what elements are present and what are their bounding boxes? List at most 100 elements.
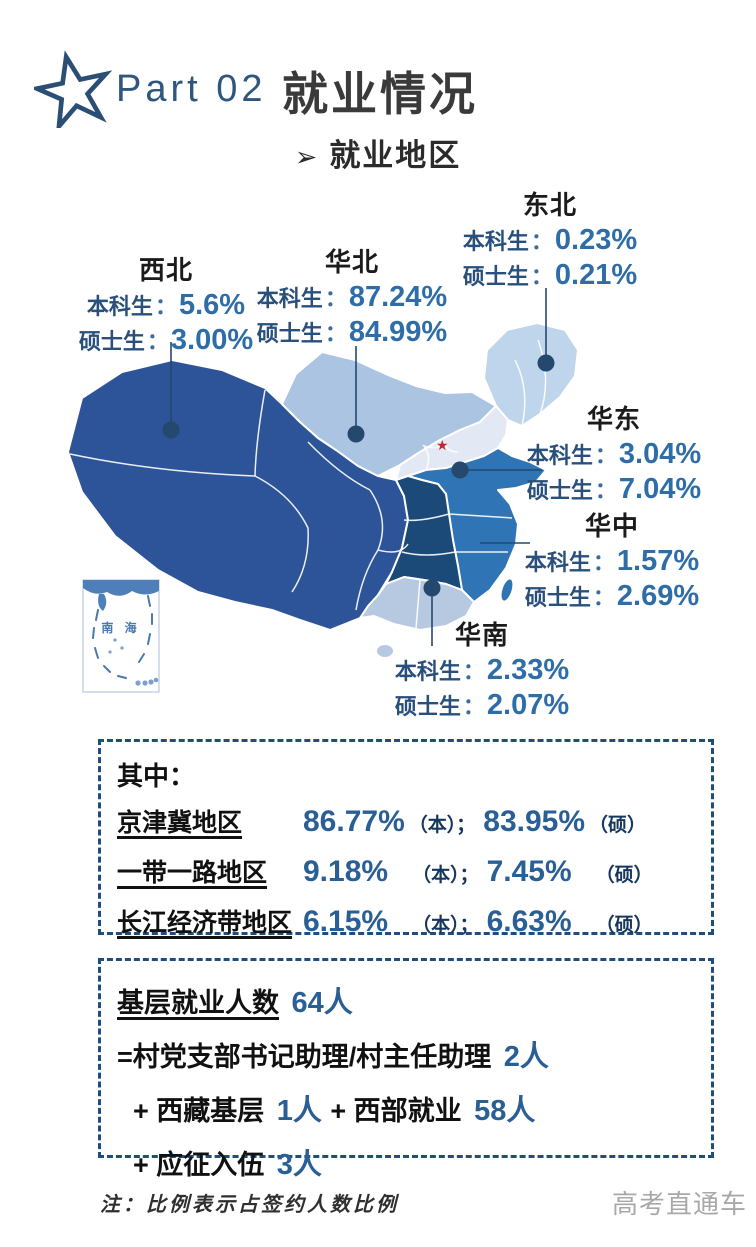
ben-percent: 9.18% xyxy=(303,855,389,888)
ben-value: 5.6% xyxy=(178,289,246,321)
colon: ： xyxy=(324,321,347,346)
summary-box: 其中： 京津冀地区 86.77% （本）； 83.95% （硕） 一带一路地区 … xyxy=(98,739,714,938)
region-label-huadong: 华东 本科生：3.04% 硕士生：7.04% xyxy=(509,404,719,509)
inset-islands xyxy=(108,638,159,686)
ben-value: 87.24% xyxy=(348,281,448,313)
nine-dash-line xyxy=(92,595,153,679)
south-china-sea-inset: 南 海 xyxy=(82,579,160,693)
ben-label: 本科生 xyxy=(394,659,461,684)
grassroots-box: 基层就业人数 64人 =村党支部书记助理/村主任助理 2人 + 西藏基层 1人 … xyxy=(98,958,714,1181)
ben-suffix: （本）； xyxy=(412,865,479,886)
colon: ： xyxy=(530,264,553,289)
shuo-label: 硕士生 xyxy=(524,585,591,610)
colon: ： xyxy=(462,659,485,684)
shuo-value: 3.00% xyxy=(170,324,254,356)
grassroots-line-3: + 西藏基层 1人 + 西部就业 58人 xyxy=(117,1087,695,1129)
ben-percent: 86.77% xyxy=(303,805,405,838)
colon: ： xyxy=(592,585,615,610)
colon: ： xyxy=(592,550,615,575)
summary-row-jingjinji: 京津冀地区 86.77% （本）； 83.95% （硕） xyxy=(117,803,695,839)
colon: ： xyxy=(146,329,169,354)
colon: ： xyxy=(154,294,177,319)
shuo-percent: 83.95% xyxy=(483,805,586,838)
beijing-star-icon: ★ xyxy=(436,437,449,453)
callout-dots xyxy=(162,354,555,597)
grassroots-line-2: =村党支部书记助理/村主任助理 2人 xyxy=(117,1033,695,1075)
part-label: Part 02 xyxy=(116,68,267,110)
map-island-taiwan xyxy=(499,577,515,603)
summary-row-label: 一带一路地区 xyxy=(117,859,268,887)
shuo-suffix: （硕） xyxy=(595,915,653,936)
shuo-percent: 6.63% xyxy=(486,905,572,938)
footnote: 注：比例表示占签约人数比例 xyxy=(100,1194,399,1216)
line3b-label: + 西部就业 xyxy=(330,1096,462,1126)
region-name: 华南 xyxy=(454,620,509,650)
callout-lines xyxy=(170,288,547,646)
map-region-south xyxy=(359,576,475,631)
region-label-xibei: 西北 本科生：5.6% 硕士生：3.00% xyxy=(61,255,271,360)
shuo-label: 硕士生 xyxy=(462,264,529,289)
summary-heading: 其中： xyxy=(117,761,196,791)
ben-label: 本科生 xyxy=(462,229,529,254)
china-map-svg: ★ xyxy=(67,288,579,693)
region-label-huabei: 华北 本科生：87.24% 硕士生：84.99% xyxy=(242,247,462,352)
grassroots-title-line: 基层就业人数 64人 xyxy=(117,979,695,1021)
shuo-label: 硕士生 xyxy=(526,478,593,503)
grassroots-title: 基层就业人数 xyxy=(117,988,279,1018)
region-name: 西北 xyxy=(138,255,193,285)
colon: ： xyxy=(594,443,617,468)
ben-value: 3.04% xyxy=(618,438,702,470)
line2-label: =村党支部书记助理/村主任助理 xyxy=(117,1042,492,1072)
shuo-suffix: （硕） xyxy=(589,815,647,836)
shuo-value: 2.07% xyxy=(486,689,570,721)
summary-row-yidaiyilu: 一带一路地区 9.18% （本）； 7.45% （硕） xyxy=(117,853,695,889)
line3b-value: 58人 xyxy=(474,1095,536,1127)
shuo-label: 硕士生 xyxy=(394,694,461,719)
shuo-label: 硕士生 xyxy=(256,321,323,346)
arrow-icon: ➢ xyxy=(294,142,320,172)
inset-label: 南 海 xyxy=(101,620,140,635)
shuo-suffix: （硕） xyxy=(595,865,653,886)
ben-label: 本科生 xyxy=(256,286,323,311)
line3a-label: + 西藏基层 xyxy=(133,1096,265,1126)
ben-value: 1.57% xyxy=(616,545,700,577)
colon: ： xyxy=(594,478,617,503)
ben-label: 本科生 xyxy=(86,294,153,319)
region-label-dongbei: 东北 本科生：0.23% 硕士生：0.21% xyxy=(445,190,655,295)
ben-value: 2.33% xyxy=(486,654,570,686)
region-label-huazhong: 华中 本科生：1.57% 硕士生：2.69% xyxy=(502,511,722,616)
subtitle-text: 就业地区 xyxy=(329,138,462,173)
colon: ： xyxy=(324,286,347,311)
map-island-hainan xyxy=(375,643,395,659)
grassroots-total: 64人 xyxy=(291,987,353,1019)
shuo-value: 7.04% xyxy=(618,473,702,505)
province-borders xyxy=(69,339,547,629)
ben-label: 本科生 xyxy=(526,443,593,468)
shuo-label: 硕士生 xyxy=(78,329,145,354)
region-name: 华东 xyxy=(586,404,641,434)
section-subtitle: ➢ 就业地区 xyxy=(0,130,756,175)
summary-row-label: 长江经济带地区 xyxy=(117,909,293,937)
page-title: 就业情况 xyxy=(282,68,478,120)
line2-value: 2人 xyxy=(503,1041,549,1073)
summary-row-changjiang: 长江经济带地区 6.15% （本）； 6.63% （硕） xyxy=(117,903,695,939)
ben-label: 本科生 xyxy=(524,550,591,575)
colon: ： xyxy=(530,229,553,254)
ben-suffix: （本）； xyxy=(412,915,479,936)
shuo-value: 84.99% xyxy=(348,316,448,348)
china-map: ★ xyxy=(60,280,620,710)
watermark: 高考直通车 xyxy=(612,1189,748,1219)
region-name: 华中 xyxy=(584,511,639,541)
region-name: 东北 xyxy=(522,190,577,220)
shuo-value: 0.21% xyxy=(554,259,638,291)
summary-row-label: 京津冀地区 xyxy=(117,809,243,837)
shuo-value: 2.69% xyxy=(616,580,700,612)
ben-suffix: （本）； xyxy=(408,815,476,836)
shuo-percent: 7.45% xyxy=(486,855,572,888)
line4-label: + 应征入伍 xyxy=(133,1150,265,1180)
line4-value: 3人 xyxy=(276,1149,322,1181)
star-icon xyxy=(34,50,112,128)
line3a-value: 1人 xyxy=(276,1095,322,1127)
ben-value: 0.23% xyxy=(554,224,638,256)
